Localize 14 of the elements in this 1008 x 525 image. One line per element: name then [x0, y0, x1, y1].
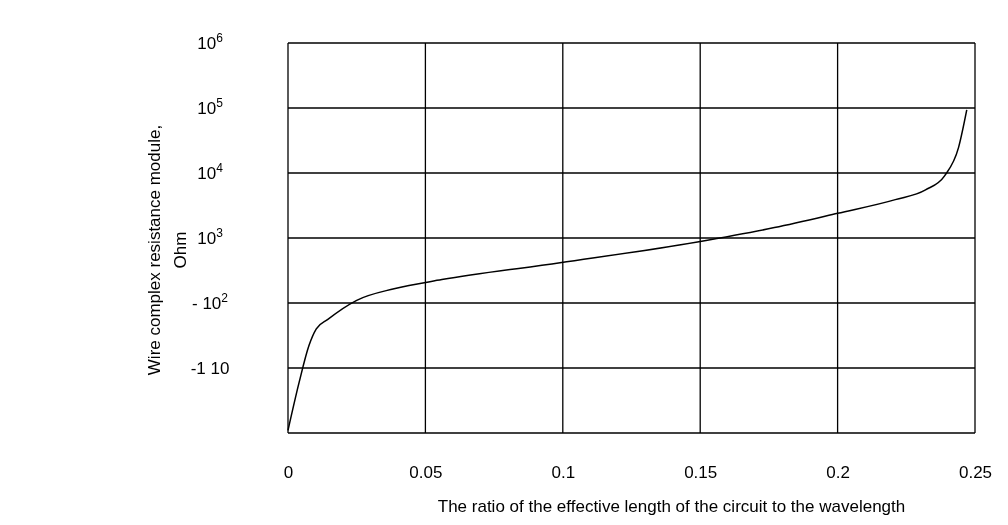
- x-tick-label: 0.2: [826, 463, 850, 483]
- y-tick-label: 10$^{4}$: [197, 160, 224, 183]
- y-tick-label: -1 10: [190, 358, 230, 378]
- y-tick-label: 10$^{6}$: [197, 30, 224, 53]
- y-tick-label: 10$^{3}$: [197, 225, 224, 248]
- y-tick-label: 10$^{5}$: [197, 95, 224, 118]
- y-axis-title: Wire complex resistance module, Ohm: [145, 124, 190, 376]
- x-tick-label: 0.05: [409, 463, 443, 483]
- y-tick-label: - 10$^{2}$: [192, 290, 229, 313]
- x-tick-label: 0.15: [684, 463, 718, 483]
- x-tick-label: 0.25: [958, 463, 993, 483]
- x-axis-title: The ratio of the effective length of the circuit to the wavelength: [437, 497, 906, 516]
- x-tick-label: 0.1: [551, 463, 576, 483]
- x-tick-label: 0: [283, 463, 294, 483]
